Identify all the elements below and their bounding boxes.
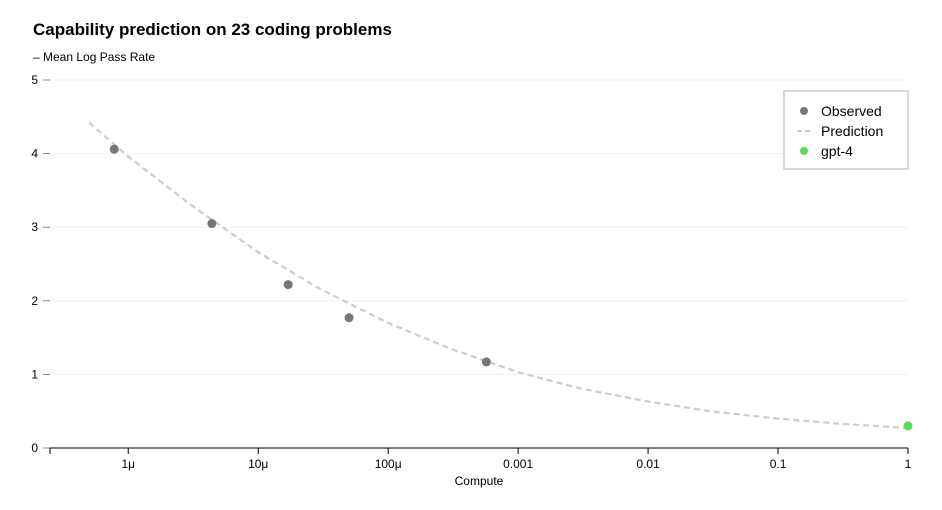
y-axis-label: – Mean Log Pass Rate (33, 50, 156, 64)
legend: Observed Prediction gpt-4 (783, 90, 909, 170)
legend-label: Observed (821, 103, 882, 119)
x-tick-label: 1 (905, 457, 912, 471)
gpt4-point (903, 421, 913, 431)
y-tick-label: 3 (31, 220, 38, 234)
x-tick-label: 0.001 (503, 457, 533, 471)
observed-point (344, 313, 354, 323)
y-tick-label: 5 (31, 73, 38, 87)
grid-lines (50, 79, 908, 375)
observed-point (109, 144, 119, 154)
legend-label: Prediction (821, 123, 883, 139)
y-tick-label: 0 (31, 441, 38, 455)
y-axis: 0 1 2 3 4 5 (31, 73, 50, 455)
observed-point (481, 357, 491, 367)
x-axis-label: Compute (455, 474, 504, 488)
y-tick-label: 2 (31, 294, 38, 308)
y-tick-label: 1 (31, 367, 38, 381)
x-axis: 1μ 10μ 100μ 0.001 0.01 0.1 1 (49, 447, 912, 471)
legend-swatch-dot (800, 147, 808, 155)
y-tick-label: 4 (31, 147, 38, 161)
x-tick-label: 1μ (121, 457, 135, 471)
series-layer (88, 121, 913, 431)
x-tick-label: 100μ (375, 457, 402, 471)
chart-title: Capability prediction on 23 coding probl… (33, 20, 392, 39)
observed-point (283, 280, 293, 290)
observed-point (207, 219, 217, 229)
x-tick-label: 0.1 (770, 457, 787, 471)
legend-label: gpt-4 (821, 143, 853, 159)
legend-box (783, 90, 909, 170)
x-tick-label: 0.01 (636, 457, 660, 471)
x-tick-label: 10μ (248, 457, 268, 471)
legend-swatch-dot (800, 107, 808, 115)
